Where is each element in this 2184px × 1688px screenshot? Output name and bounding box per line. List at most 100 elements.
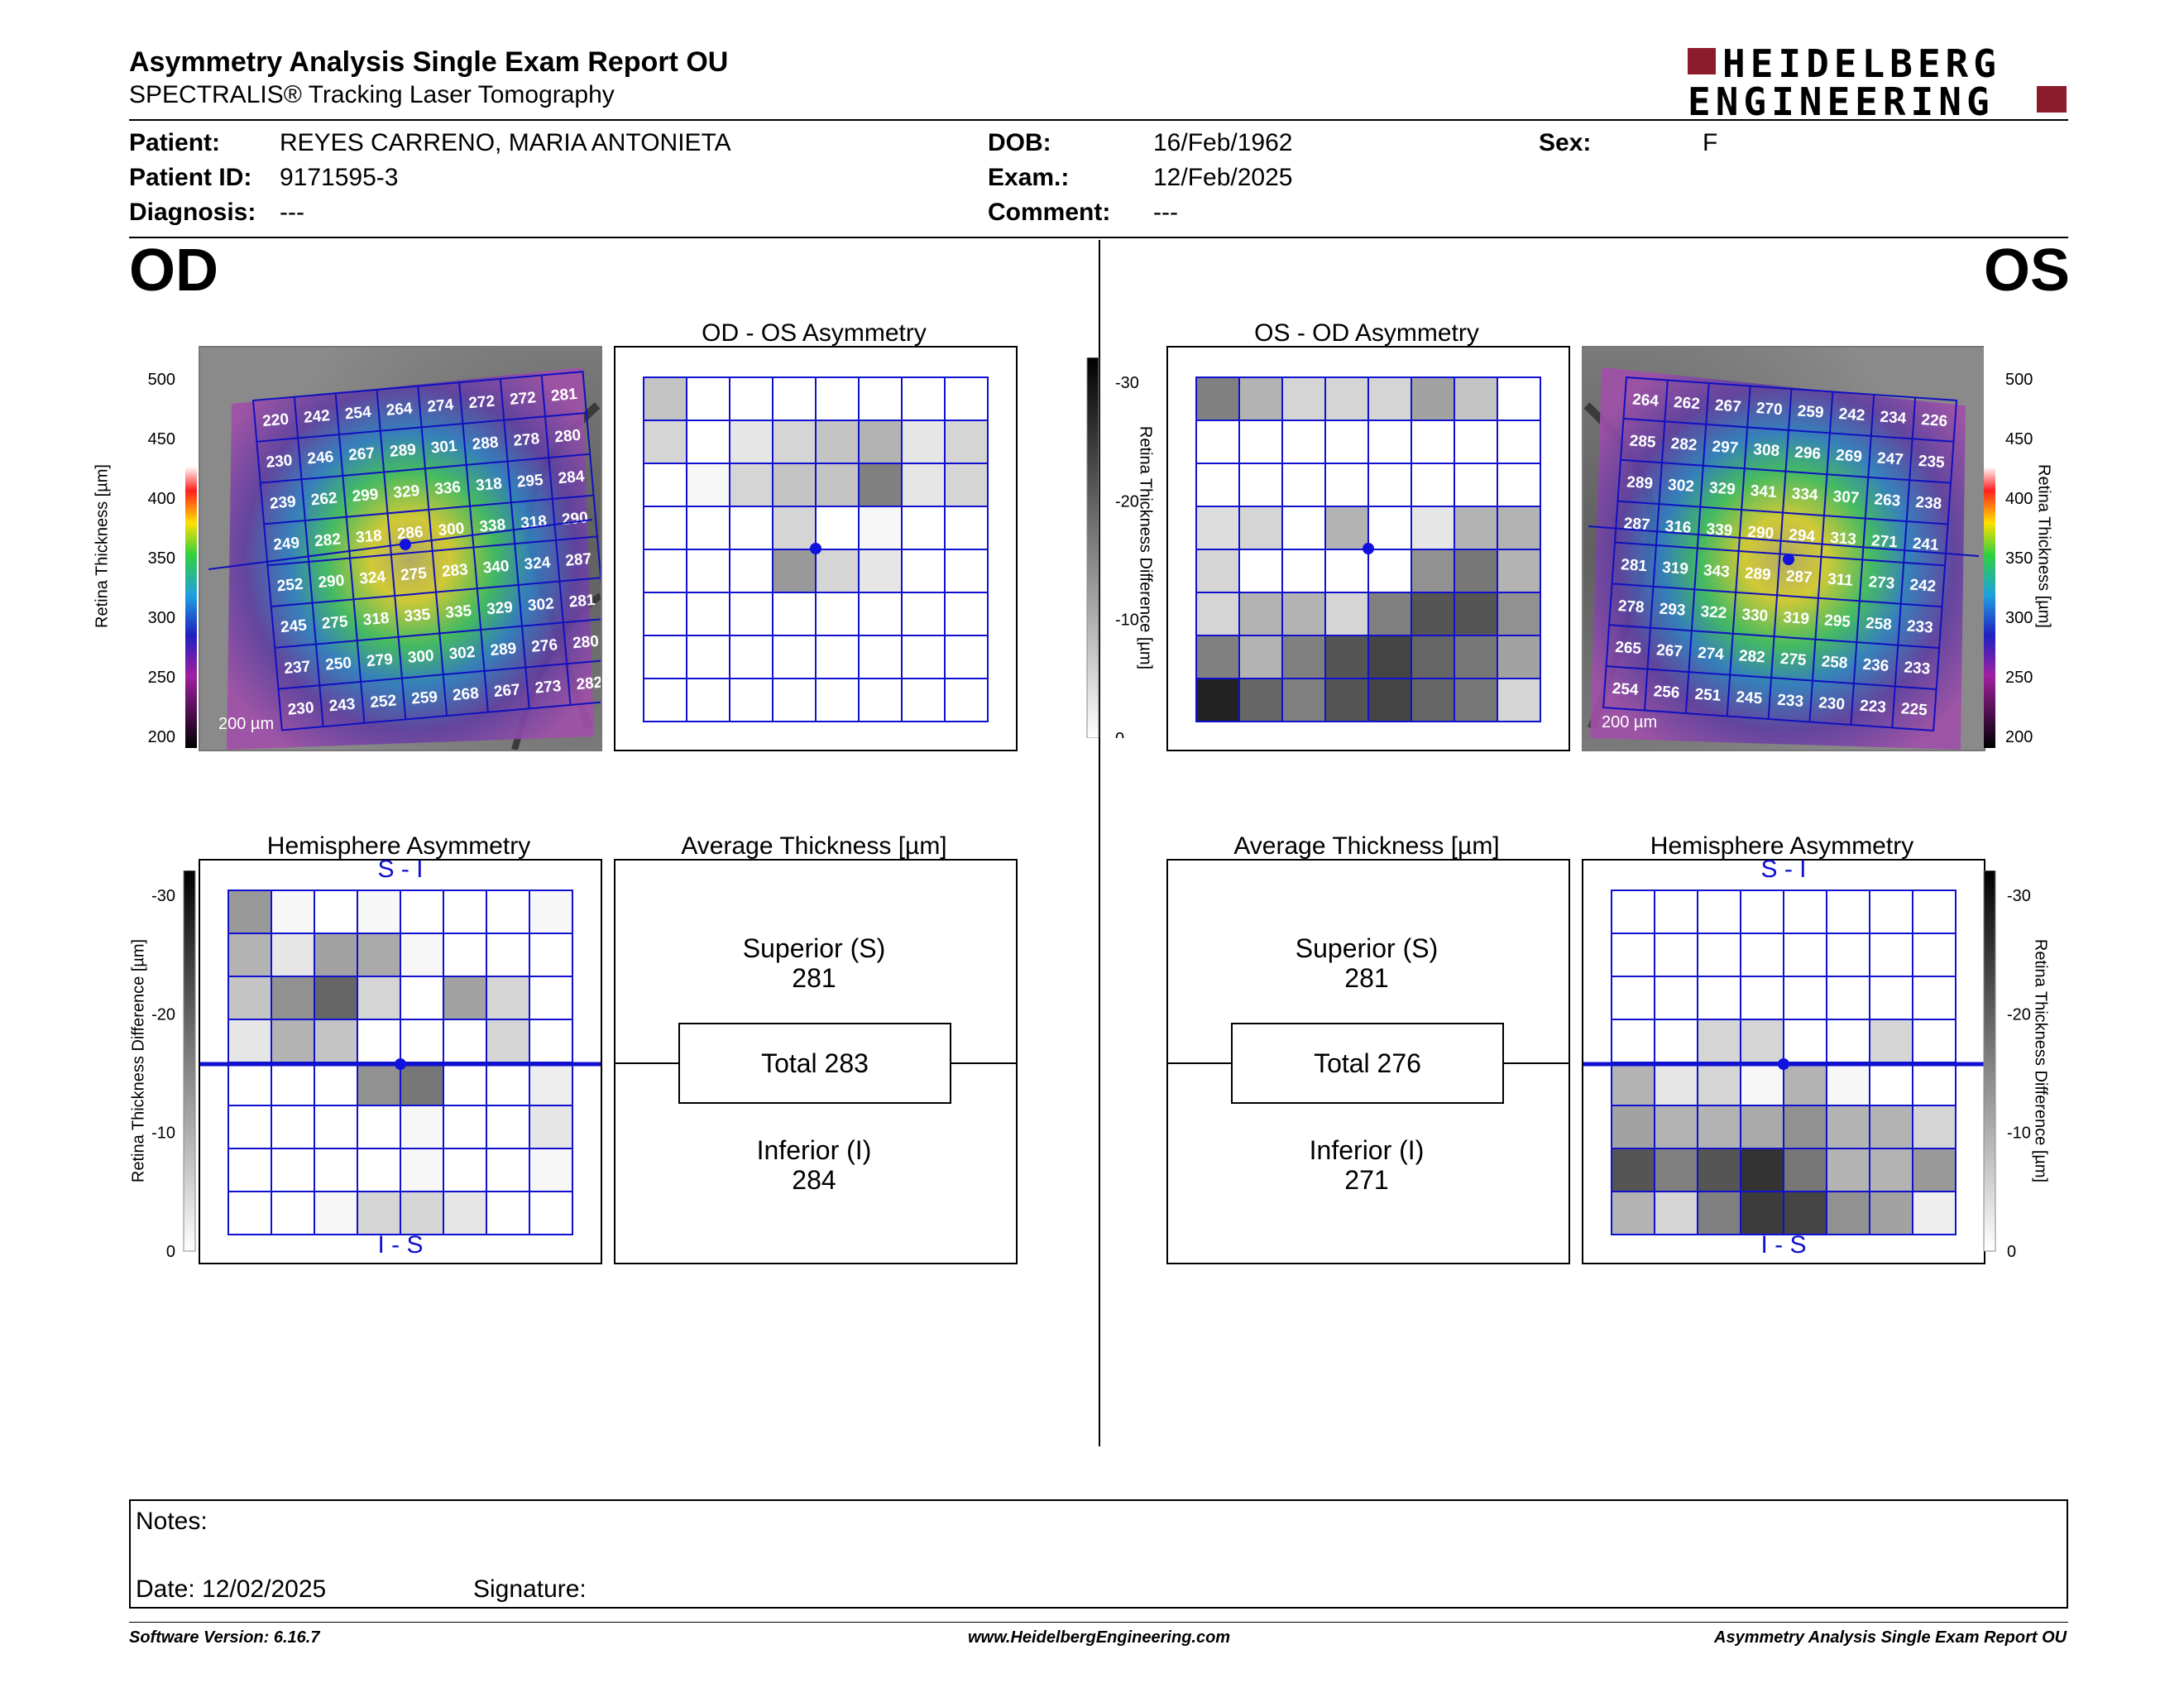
grid-cell [1497,678,1541,722]
os-average-panel: Superior (S) 281 Total 276 Inferior (I) … [1166,859,1570,1264]
grid-cell [1195,463,1240,507]
grid-cell [486,1019,530,1063]
thickness-value: 329 [486,599,513,619]
grid-cell [729,376,774,421]
grid-cell [400,1191,444,1235]
sex: F [1703,129,1718,156]
grid-cell [729,549,774,593]
thickness-value: 233 [1904,659,1931,678]
svg-text:-20: -20 [1115,492,1139,511]
grid-cell [314,1191,358,1235]
os-fovea-marker [1783,554,1794,565]
thickness-value: 281 [568,592,596,611]
grid-cell [1654,890,1698,934]
thickness-value: 256 [1653,683,1680,702]
thickness-value: 296 [1794,444,1822,463]
svg-text:400: 400 [2005,490,2033,508]
grid-cell [400,1105,444,1149]
od-asymmetry-panel [614,346,1018,751]
od-total-value: Total 283 [678,1023,951,1104]
report-title: Asymmetry Analysis Single Exam Report OU [129,46,729,78]
thickness-value: 264 [386,400,414,420]
report-subtitle: SPECTRALIS® Tracking Laser Tomography [129,81,615,108]
os-asymmetry-title: OS - OD Asymmetry [1254,319,1479,347]
grid-cell [1454,635,1498,679]
grid-cell [1497,463,1541,507]
od-average-panel: Superior (S) 281 Total 283 Inferior (I) … [614,859,1018,1264]
os-total-value: Total 276 [1231,1023,1504,1104]
thickness-value: 335 [404,606,432,626]
grid-cell [1740,1148,1784,1192]
thickness-value: 265 [1615,639,1643,658]
grid-cell [357,933,401,977]
grid-cell [271,890,315,934]
grid-cell [271,1148,315,1192]
grid-cell [1697,933,1741,977]
grid-cell [643,592,687,636]
od-scale-bar: 200 µm [218,715,275,733]
grid-cell [1324,592,1369,636]
thickness-value: 290 [1747,524,1774,543]
thickness-value: 278 [1617,597,1645,616]
grid-cell [443,1105,487,1149]
od-asymmetry-grid [643,376,989,722]
grid-cell [1697,1191,1741,1235]
grid-cell [1740,933,1784,977]
thickness-value: 250 [324,655,352,674]
grid-cell [1654,1148,1698,1192]
grid-cell [400,933,444,977]
grid-cell [443,1191,487,1235]
grid-cell [815,420,860,464]
thickness-value: 238 [1915,494,1942,513]
thickness-value: 230 [287,699,314,719]
grid-cell [772,506,817,550]
grid-cell [1826,976,1870,1020]
grid-cell [486,1105,530,1149]
grid-cell [1869,1062,1913,1106]
thickness-value: 279 [366,651,393,671]
grid-cell [1238,592,1283,636]
grid-cell [1869,1191,1913,1235]
thickness-value: 282 [314,530,341,550]
grid-cell [1912,1191,1956,1235]
thickness-value: 302 [527,595,554,615]
grid-cell [529,1062,573,1106]
grid-cell [1611,890,1655,934]
grid-cell [1826,890,1870,934]
website-link[interactable]: www.HeidelbergEngineering.com [968,1628,1231,1647]
grid-cell [443,1062,487,1106]
grid-cell [815,678,860,722]
grid-cell [901,635,946,679]
thickness-value: 242 [1838,405,1866,424]
software-version: Software Version: 6.16.7 [129,1628,320,1647]
grid-cell [901,678,946,722]
comment: --- [1153,199,1178,226]
grid-cell [1783,976,1827,1020]
svg-text:250: 250 [148,669,175,687]
grid-cell [1869,1105,1913,1149]
grid-cell [901,549,946,593]
grid-cell [1826,1191,1870,1235]
thickness-value: 234 [1880,409,1908,428]
grid-cell [357,1062,401,1106]
thickness-value: 282 [1738,647,1765,666]
thickness-value: 281 [550,386,578,405]
thickness-value: 287 [1785,568,1813,587]
grid-cell [1367,463,1412,507]
svg-text:350: 350 [2005,549,2033,568]
thickness-value: 311 [1827,571,1854,590]
thickness-value: 289 [1626,473,1654,492]
grid-cell [643,376,687,421]
thickness-value: 273 [1868,573,1895,592]
grid-cell [314,1019,358,1063]
od-diff-scale: -30 -20 -10 0 [151,870,196,1259]
svg-text:-10: -10 [2007,1125,2031,1143]
grid-cell [1912,890,1956,934]
grid-cell [357,1019,401,1063]
exam-date: 12/Feb/2025 [1153,164,1293,191]
thickness-value: 290 [318,572,345,592]
os-asym-center [1363,543,1374,554]
os-hemi-bottom-label: I - S [1760,1231,1807,1259]
thickness-value: 334 [1791,485,1819,504]
grid-cell [944,635,989,679]
